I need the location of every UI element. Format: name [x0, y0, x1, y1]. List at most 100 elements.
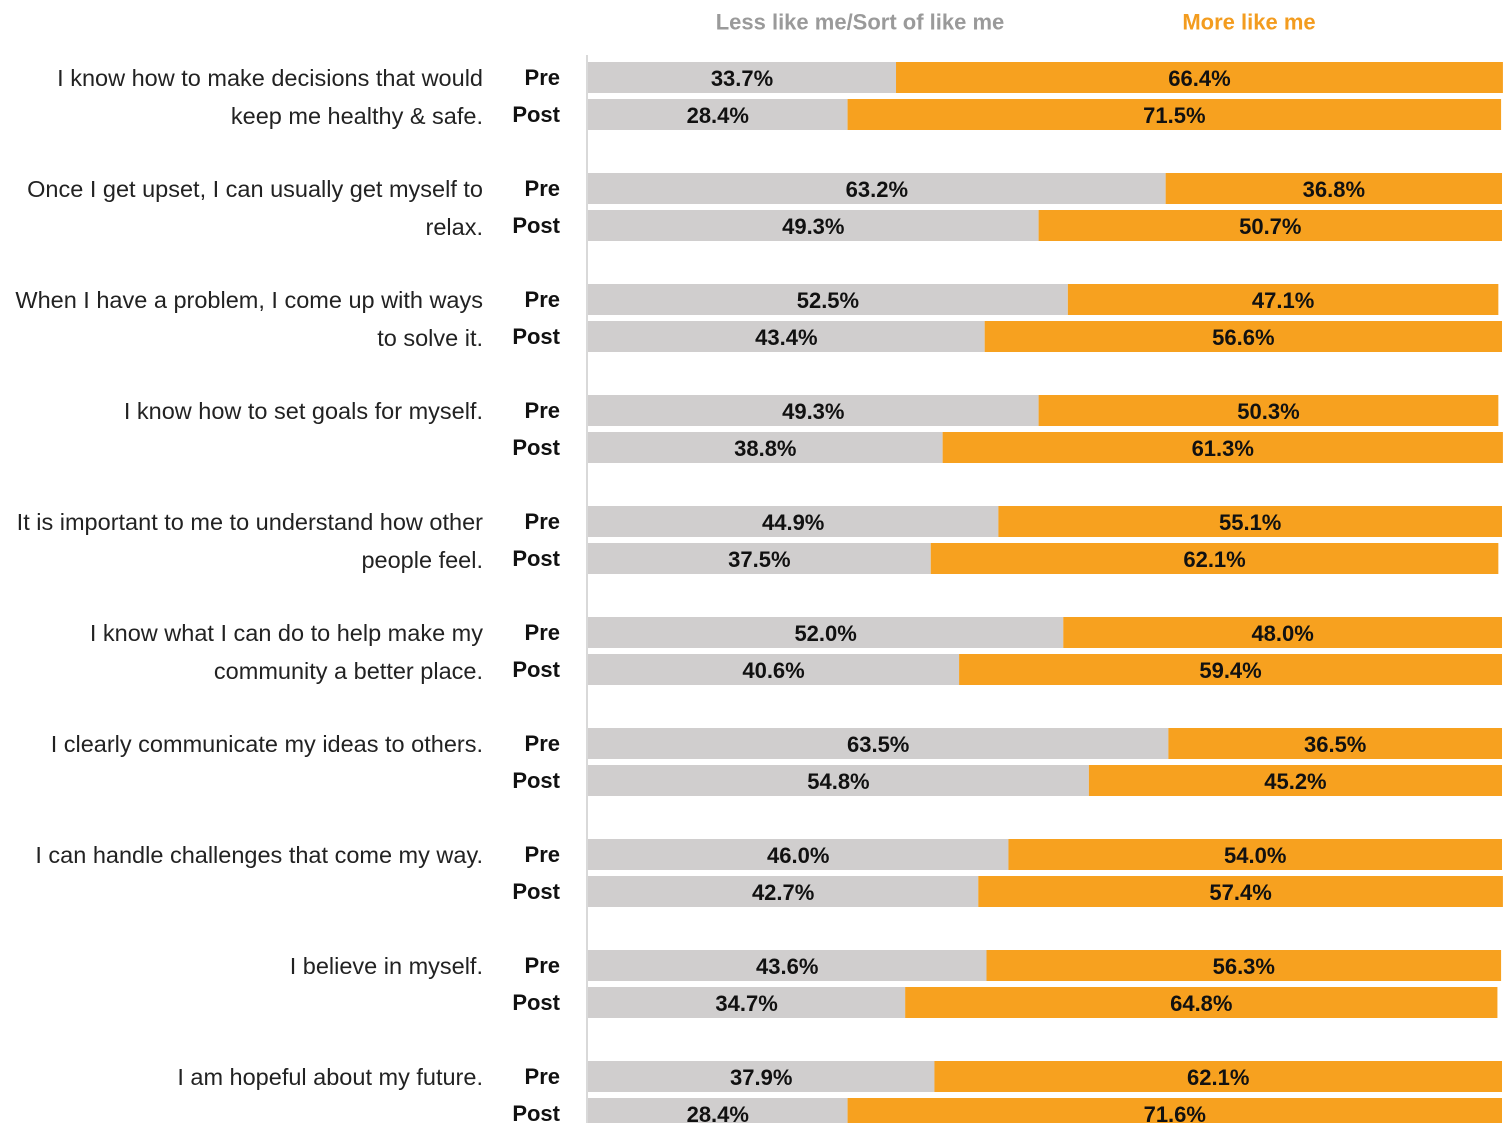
period-label: Post	[512, 768, 560, 793]
bar-segment	[978, 876, 1503, 907]
bar-segment	[588, 1061, 935, 1092]
value-label: 66.4%	[1168, 66, 1230, 91]
value-label: 56.6%	[1212, 325, 1274, 350]
bar-segment	[588, 62, 897, 93]
period-label: Pre	[525, 842, 560, 867]
period-label: Post	[512, 657, 560, 682]
value-label: 34.7%	[715, 991, 777, 1016]
value-label: 43.4%	[755, 325, 817, 350]
value-label: 28.4%	[687, 1102, 749, 1123]
bar-segment	[588, 950, 987, 981]
value-label: 71.6%	[1144, 1102, 1206, 1123]
period-label: Post	[512, 990, 560, 1015]
value-label: 49.3%	[782, 214, 844, 239]
bar-segment	[1165, 173, 1502, 204]
value-label: 71.5%	[1143, 103, 1205, 128]
period-label: Pre	[525, 1064, 560, 1089]
value-label: 62.1%	[1187, 1065, 1249, 1090]
value-label: 61.3%	[1192, 436, 1254, 461]
bar-segment	[588, 321, 985, 352]
value-label: 54.8%	[807, 769, 869, 794]
value-label: 63.2%	[846, 177, 908, 202]
bar-segment	[1038, 210, 1502, 241]
value-label: 49.3%	[782, 399, 844, 424]
bar-segment	[847, 99, 1502, 130]
bar-segment	[984, 321, 1502, 352]
legend-label: Less like me/Sort of like me	[716, 10, 1005, 35]
bar-segment	[588, 987, 906, 1018]
period-label: Post	[512, 213, 560, 238]
value-label: 28.4%	[687, 103, 749, 128]
value-label: 62.1%	[1183, 547, 1245, 572]
bar-segment	[588, 765, 1089, 796]
value-label: 57.4%	[1209, 880, 1271, 905]
period-label: Post	[512, 546, 560, 571]
value-label: 43.6%	[756, 954, 818, 979]
period-label: Post	[512, 879, 560, 904]
value-label: 44.9%	[762, 510, 824, 535]
value-label: 50.3%	[1237, 399, 1299, 424]
bar-segment	[1088, 765, 1502, 796]
bar-segment	[1008, 839, 1502, 870]
period-label: Pre	[525, 953, 560, 978]
value-label: 54.0%	[1224, 843, 1286, 868]
value-label: 42.7%	[752, 880, 814, 905]
value-label: 52.5%	[797, 288, 859, 313]
value-label: 52.0%	[794, 621, 856, 646]
category-label: I know how to make decisions that would …	[57, 65, 483, 129]
bar-segment	[959, 654, 1502, 685]
bar-segment	[588, 506, 999, 537]
period-label: Pre	[525, 398, 560, 423]
value-label: 50.7%	[1239, 214, 1301, 239]
category-label: I clearly communicate my ideas to others…	[50, 731, 483, 757]
bar-segment	[588, 728, 1169, 759]
period-label: Pre	[525, 176, 560, 201]
value-label: 64.8%	[1170, 991, 1232, 1016]
period-label: Pre	[525, 65, 560, 90]
category-label: I can handle challenges that come my way…	[35, 842, 483, 868]
value-label: 36.5%	[1304, 732, 1366, 757]
category-label: When I have a problem, I come up with wa…	[15, 287, 483, 351]
bar-segment	[998, 506, 1502, 537]
value-label: 37.5%	[728, 547, 790, 572]
bar-segment	[588, 654, 960, 685]
bar-segment	[896, 62, 1503, 93]
period-label: Pre	[525, 731, 560, 756]
bar-segment	[930, 543, 1499, 574]
value-label: 37.9%	[730, 1065, 792, 1090]
value-label: 33.7%	[711, 66, 773, 91]
bar-segment	[1168, 728, 1502, 759]
bar-segment	[847, 1098, 1502, 1123]
period-label: Post	[512, 324, 560, 349]
value-label: 56.3%	[1213, 954, 1275, 979]
legend-label: More like me	[1182, 10, 1315, 35]
period-label: Pre	[525, 509, 560, 534]
bar-segment	[588, 1098, 848, 1123]
category-label: Once I get upset, I can usually get myse…	[27, 176, 483, 240]
category-label: I know what I can do to help make my com…	[89, 620, 483, 684]
bar-segment	[1067, 284, 1499, 315]
value-label: 40.6%	[742, 658, 804, 683]
value-label: 59.4%	[1199, 658, 1261, 683]
bar-segment	[588, 395, 1039, 426]
category-label: I know how to set goals for myself.	[123, 398, 483, 424]
bar-segment	[1063, 617, 1502, 648]
value-label: 47.1%	[1252, 288, 1314, 313]
bar-segment	[588, 99, 848, 130]
bar-segment	[942, 432, 1503, 463]
value-label: 45.2%	[1264, 769, 1326, 794]
bar-segment	[588, 432, 943, 463]
category-label: I am hopeful about my future.	[177, 1064, 483, 1090]
period-label: Post	[512, 1101, 560, 1123]
period-label: Post	[512, 435, 560, 460]
bar-segment	[1038, 395, 1499, 426]
value-label: 48.0%	[1251, 621, 1313, 646]
bar-segment	[588, 617, 1064, 648]
bar-segment	[986, 950, 1502, 981]
value-label: 46.0%	[767, 843, 829, 868]
period-label: Post	[512, 102, 560, 127]
value-label: 55.1%	[1219, 510, 1281, 535]
value-label: 63.5%	[847, 732, 909, 757]
